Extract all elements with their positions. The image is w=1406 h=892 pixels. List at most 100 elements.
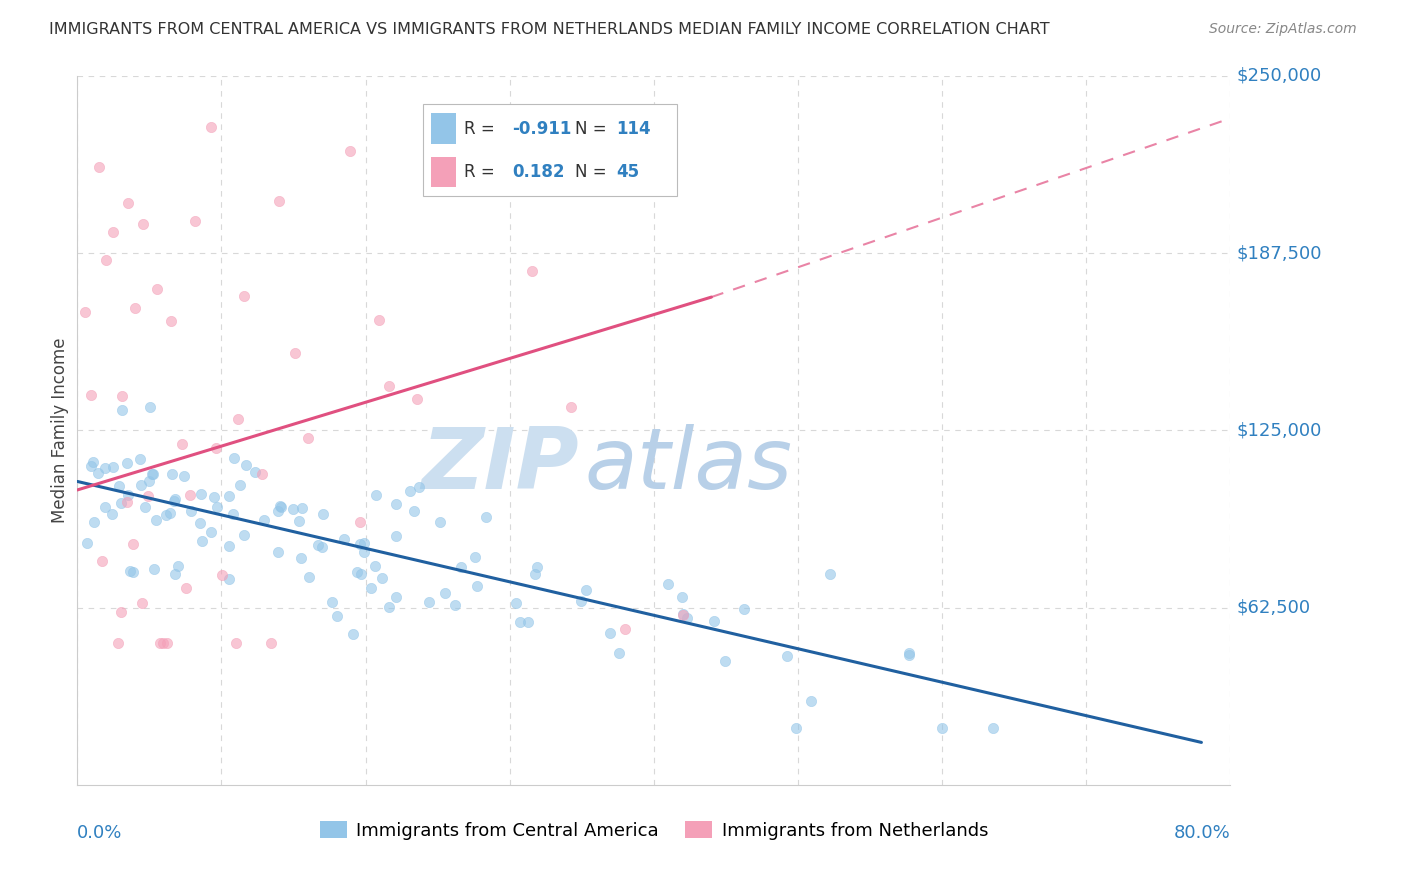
Point <box>152 636 174 650</box>
Point <box>418 595 440 609</box>
Point <box>103 225 125 239</box>
FancyBboxPatch shape <box>430 157 456 187</box>
Point <box>180 504 202 518</box>
Point <box>121 537 143 551</box>
Point <box>363 559 385 574</box>
Point <box>657 577 679 591</box>
Point <box>800 694 823 708</box>
Text: Source: ZipAtlas.com: Source: ZipAtlas.com <box>1209 22 1357 37</box>
Point <box>714 654 737 668</box>
Point <box>408 480 430 494</box>
Point <box>226 412 249 426</box>
Point <box>284 346 307 360</box>
Point <box>156 636 179 650</box>
Point <box>475 510 498 524</box>
Point <box>342 627 364 641</box>
Point <box>91 554 114 568</box>
Point <box>235 458 257 472</box>
Point <box>672 607 695 622</box>
Point <box>349 567 371 582</box>
Point <box>672 607 695 622</box>
Point <box>267 504 290 518</box>
Point <box>267 545 290 559</box>
Point <box>211 568 233 582</box>
Text: 0.182: 0.182 <box>512 163 564 181</box>
Point <box>349 515 371 529</box>
Text: 80.0%: 80.0% <box>1174 824 1230 842</box>
Legend: Immigrants from Central America, Immigrants from Netherlands: Immigrants from Central America, Immigra… <box>312 814 995 847</box>
Point <box>80 459 103 474</box>
Point <box>260 636 283 650</box>
Point <box>614 622 637 636</box>
Point <box>364 488 387 502</box>
Point <box>818 567 841 582</box>
Point <box>205 500 228 514</box>
Point <box>142 467 165 482</box>
Point <box>96 253 118 268</box>
Text: R =: R = <box>464 163 495 181</box>
Text: R =: R = <box>464 120 495 137</box>
Point <box>517 615 540 630</box>
Point <box>80 388 103 402</box>
Point <box>283 502 305 516</box>
Text: $187,500: $187,500 <box>1236 244 1322 262</box>
Point <box>120 564 142 578</box>
Point <box>733 602 755 616</box>
Point <box>675 611 697 625</box>
Point <box>107 636 129 650</box>
Point <box>703 614 725 628</box>
Point <box>218 573 240 587</box>
Point <box>117 495 139 509</box>
Point <box>110 496 132 510</box>
Point <box>87 466 110 480</box>
Point <box>312 508 335 522</box>
Point <box>117 456 139 470</box>
Point <box>346 565 368 579</box>
Point <box>138 474 160 488</box>
Point <box>200 525 222 540</box>
Y-axis label: Median Family Income: Median Family Income <box>51 338 69 523</box>
Point <box>464 550 486 565</box>
Point <box>385 497 408 511</box>
Point <box>103 460 125 475</box>
Point <box>218 539 240 553</box>
Text: 114: 114 <box>616 120 651 137</box>
Point <box>76 536 98 550</box>
FancyBboxPatch shape <box>423 104 676 196</box>
Point <box>163 494 186 508</box>
Point <box>129 478 152 492</box>
Point <box>385 591 408 605</box>
Point <box>307 537 329 551</box>
Point <box>332 532 354 546</box>
FancyBboxPatch shape <box>430 113 456 144</box>
Point <box>560 401 582 415</box>
Point <box>155 508 177 522</box>
Point <box>785 721 807 735</box>
Point <box>134 500 156 514</box>
Point <box>191 533 214 548</box>
Point <box>200 120 222 135</box>
Text: $62,500: $62,500 <box>1236 599 1310 616</box>
Point <box>131 217 153 231</box>
Point <box>165 566 187 581</box>
Point <box>287 514 309 528</box>
Point <box>141 467 163 481</box>
Text: -0.911: -0.911 <box>512 120 571 137</box>
Point <box>377 599 399 614</box>
Text: 45: 45 <box>616 163 640 181</box>
Point <box>145 282 167 296</box>
Text: atlas: atlas <box>585 425 793 508</box>
Point <box>149 636 172 650</box>
Point <box>222 450 245 465</box>
Text: ZIP: ZIP <box>422 425 579 508</box>
Point <box>981 721 1004 735</box>
Point <box>607 646 630 660</box>
Point <box>349 537 371 551</box>
Point <box>509 615 531 629</box>
Point <box>326 609 349 624</box>
Point <box>384 529 406 543</box>
Point <box>160 467 183 481</box>
Point <box>270 500 292 514</box>
Point <box>269 499 291 513</box>
Point <box>183 214 205 228</box>
